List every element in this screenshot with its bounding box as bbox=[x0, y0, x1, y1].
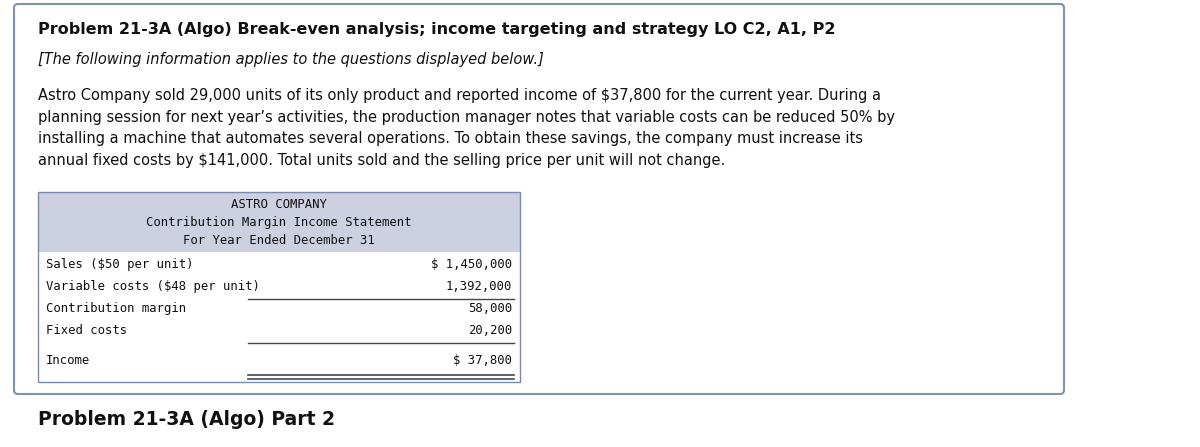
Text: $ 37,800: $ 37,800 bbox=[454, 354, 512, 367]
Text: 58,000: 58,000 bbox=[468, 302, 512, 315]
Bar bbox=[38, 192, 520, 382]
Text: For Year Ended December 31: For Year Ended December 31 bbox=[184, 234, 374, 247]
Text: 1,392,000: 1,392,000 bbox=[445, 280, 512, 293]
Text: 20,200: 20,200 bbox=[468, 324, 512, 337]
FancyBboxPatch shape bbox=[14, 4, 1064, 394]
Text: Astro Company sold 29,000 units of its only product and reported income of $37,8: Astro Company sold 29,000 units of its o… bbox=[38, 88, 895, 168]
Text: $ 1,450,000: $ 1,450,000 bbox=[431, 258, 512, 271]
Text: Contribution Margin Income Statement: Contribution Margin Income Statement bbox=[146, 216, 412, 229]
Text: Problem 21-3A (Algo) Break-even analysis; income targeting and strategy LO C2, A: Problem 21-3A (Algo) Break-even analysis… bbox=[38, 22, 835, 37]
Text: Income: Income bbox=[46, 354, 90, 367]
Text: Variable costs ($48 per unit): Variable costs ($48 per unit) bbox=[46, 280, 260, 293]
Text: [The following information applies to the questions displayed below.]: [The following information applies to th… bbox=[38, 52, 544, 67]
Bar bbox=[38, 192, 520, 252]
Text: Sales ($50 per unit): Sales ($50 per unit) bbox=[46, 258, 193, 271]
Text: Contribution margin: Contribution margin bbox=[46, 302, 186, 315]
Text: Problem 21-3A (Algo) Part 2: Problem 21-3A (Algo) Part 2 bbox=[38, 410, 335, 429]
Text: ASTRO COMPANY: ASTRO COMPANY bbox=[232, 198, 326, 211]
Text: Fixed costs: Fixed costs bbox=[46, 324, 127, 337]
